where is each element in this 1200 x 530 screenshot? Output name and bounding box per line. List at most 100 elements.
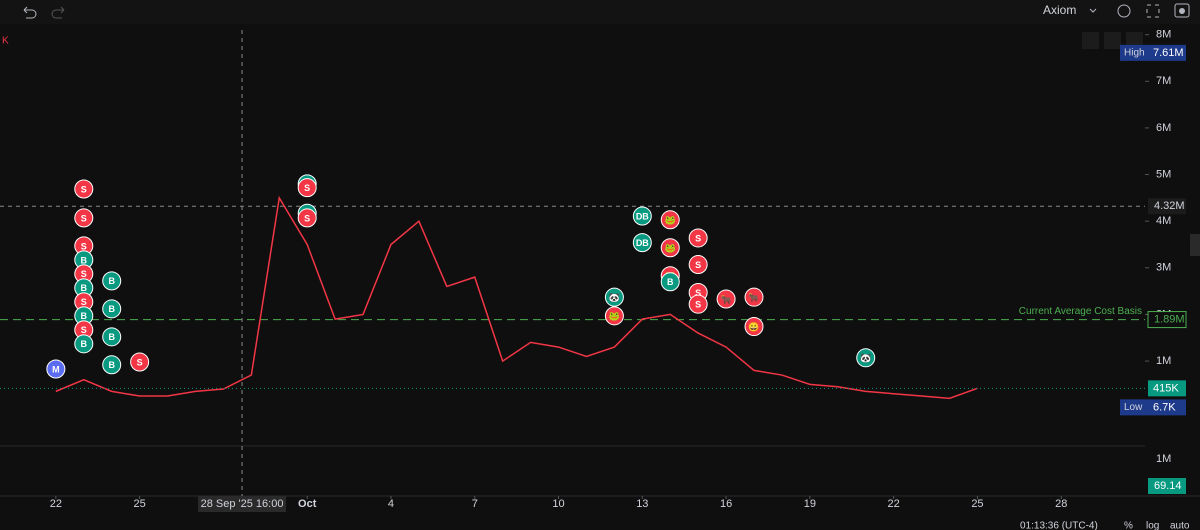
price-badge-name: Low (1124, 402, 1143, 413)
x-tick-label: 25 (971, 498, 983, 510)
trade-marker (632, 233, 652, 253)
trade-marker (716, 289, 736, 309)
volume-badge (1148, 478, 1186, 494)
crosshair-price-label: 4.32M (1154, 200, 1185, 212)
y-tick-label: 3M (1156, 262, 1171, 274)
trade-marker-label: 🐂 (748, 293, 759, 303)
trade-marker (102, 271, 122, 291)
y-tick-label: 7M (1156, 75, 1171, 87)
trade-marker-label: B (108, 304, 115, 314)
y-tick-label: 8M (1156, 29, 1171, 41)
trade-marker-label: 🐼 (609, 292, 621, 303)
scroll-down-button[interactable] (1082, 32, 1099, 49)
trade-marker (688, 294, 708, 314)
y-tick-label: 6M (1156, 122, 1171, 134)
trade-marker-label: 🐸 (665, 215, 676, 225)
corner-text: K (2, 36, 9, 47)
price-badge-name: High (1124, 47, 1145, 58)
price-badge (1148, 380, 1186, 397)
trade-marker-label: S (695, 260, 701, 270)
trade-marker (102, 355, 122, 375)
trade-marker-label: B (108, 360, 115, 370)
trade-marker (660, 238, 680, 258)
fullscreen-icon[interactable] (1146, 4, 1160, 18)
price-badge-label: 415K (1153, 382, 1179, 394)
trade-marker-label: DB (636, 211, 649, 221)
average-cost-value: 1.89M (1154, 313, 1185, 325)
price-badge (1148, 399, 1186, 416)
y-tick-label: 5M (1156, 168, 1171, 180)
reset-button[interactable] (1126, 32, 1143, 49)
price-badge-label: 6.7K (1153, 401, 1176, 413)
x-tick-label: 16 (720, 498, 732, 510)
x-tick-label: 22 (50, 498, 62, 510)
trade-marker-label: 🐂 (720, 294, 731, 304)
side-panel-toggle[interactable] (1190, 234, 1200, 256)
x-tick-label: 13 (636, 498, 648, 510)
trade-marker-label: S (81, 297, 87, 307)
x-tick-label: 19 (804, 498, 816, 510)
symbol-selector[interactable]: Axiom (1043, 3, 1076, 17)
status-log: log (1146, 521, 1159, 530)
trade-marker-label: S (137, 357, 143, 367)
settings-icon[interactable] (1117, 4, 1131, 18)
crosshair-time-label: 28 Sep '25 16:00 (201, 498, 284, 510)
trade-marker (660, 210, 680, 230)
trade-marker-label: S (81, 325, 87, 335)
trade-marker-label: 🐸 (665, 243, 676, 253)
crosshair-price-badge (1148, 198, 1186, 215)
x-tick-label: 7 (472, 498, 478, 510)
trade-marker-label: B (81, 255, 88, 265)
toolbar (0, 0, 1200, 24)
trade-marker-label: S (695, 288, 701, 298)
trade-marker (297, 208, 317, 228)
trade-marker (660, 272, 680, 292)
x-tick-label: Oct (298, 498, 317, 510)
dropdown-icon[interactable] (1089, 8, 1097, 13)
screenshot-lens (1179, 8, 1185, 14)
collapse-button[interactable] (1104, 32, 1121, 49)
trade-marker (102, 327, 122, 347)
trade-marker-label: B (81, 311, 88, 321)
trade-marker-label: 😀 (748, 322, 759, 332)
y-tick-label: 1M (1156, 355, 1171, 367)
trade-marker (46, 359, 66, 379)
price-badge-name-bg (1120, 44, 1148, 61)
trade-marker (130, 352, 150, 372)
trade-marker (297, 178, 317, 198)
undo-icon[interactable] (23, 6, 37, 19)
y-tick-label: 4M (1156, 215, 1171, 227)
trade-marker (604, 306, 624, 326)
x-tick-label: 28 (1055, 498, 1067, 510)
trade-marker (102, 299, 122, 319)
volume-axis-label: 1M (1156, 453, 1171, 465)
redo-icon[interactable] (51, 6, 65, 19)
trade-marker-label: S (81, 241, 87, 251)
trade-marker-label: S (81, 213, 87, 223)
trade-marker (688, 228, 708, 248)
trade-marker-label: S (81, 269, 87, 279)
trade-marker-label: S (304, 213, 310, 223)
trade-marker (688, 255, 708, 275)
trade-marker-label: B (108, 332, 115, 342)
trade-marker-label: 🐼 (860, 352, 872, 363)
trade-marker (604, 287, 624, 307)
volume-badge-label: 69.14 (1154, 480, 1182, 492)
trade-marker-label: M (52, 364, 60, 374)
x-tick-label: 4 (388, 498, 394, 510)
trade-marker-label: S (304, 183, 310, 193)
trade-marker-label: 🐸 (609, 311, 620, 321)
screenshot-icon[interactable] (1174, 3, 1190, 18)
price-line (55, 195, 978, 400)
price-badge (1148, 44, 1186, 61)
trade-marker-label: B (108, 276, 115, 286)
trade-marker-label: B (667, 277, 674, 287)
status-auto: auto (1170, 521, 1190, 530)
trade-marker (856, 348, 876, 368)
trade-marker (632, 206, 652, 226)
trade-marker (744, 317, 764, 337)
trade-marker-label: B (81, 283, 88, 293)
